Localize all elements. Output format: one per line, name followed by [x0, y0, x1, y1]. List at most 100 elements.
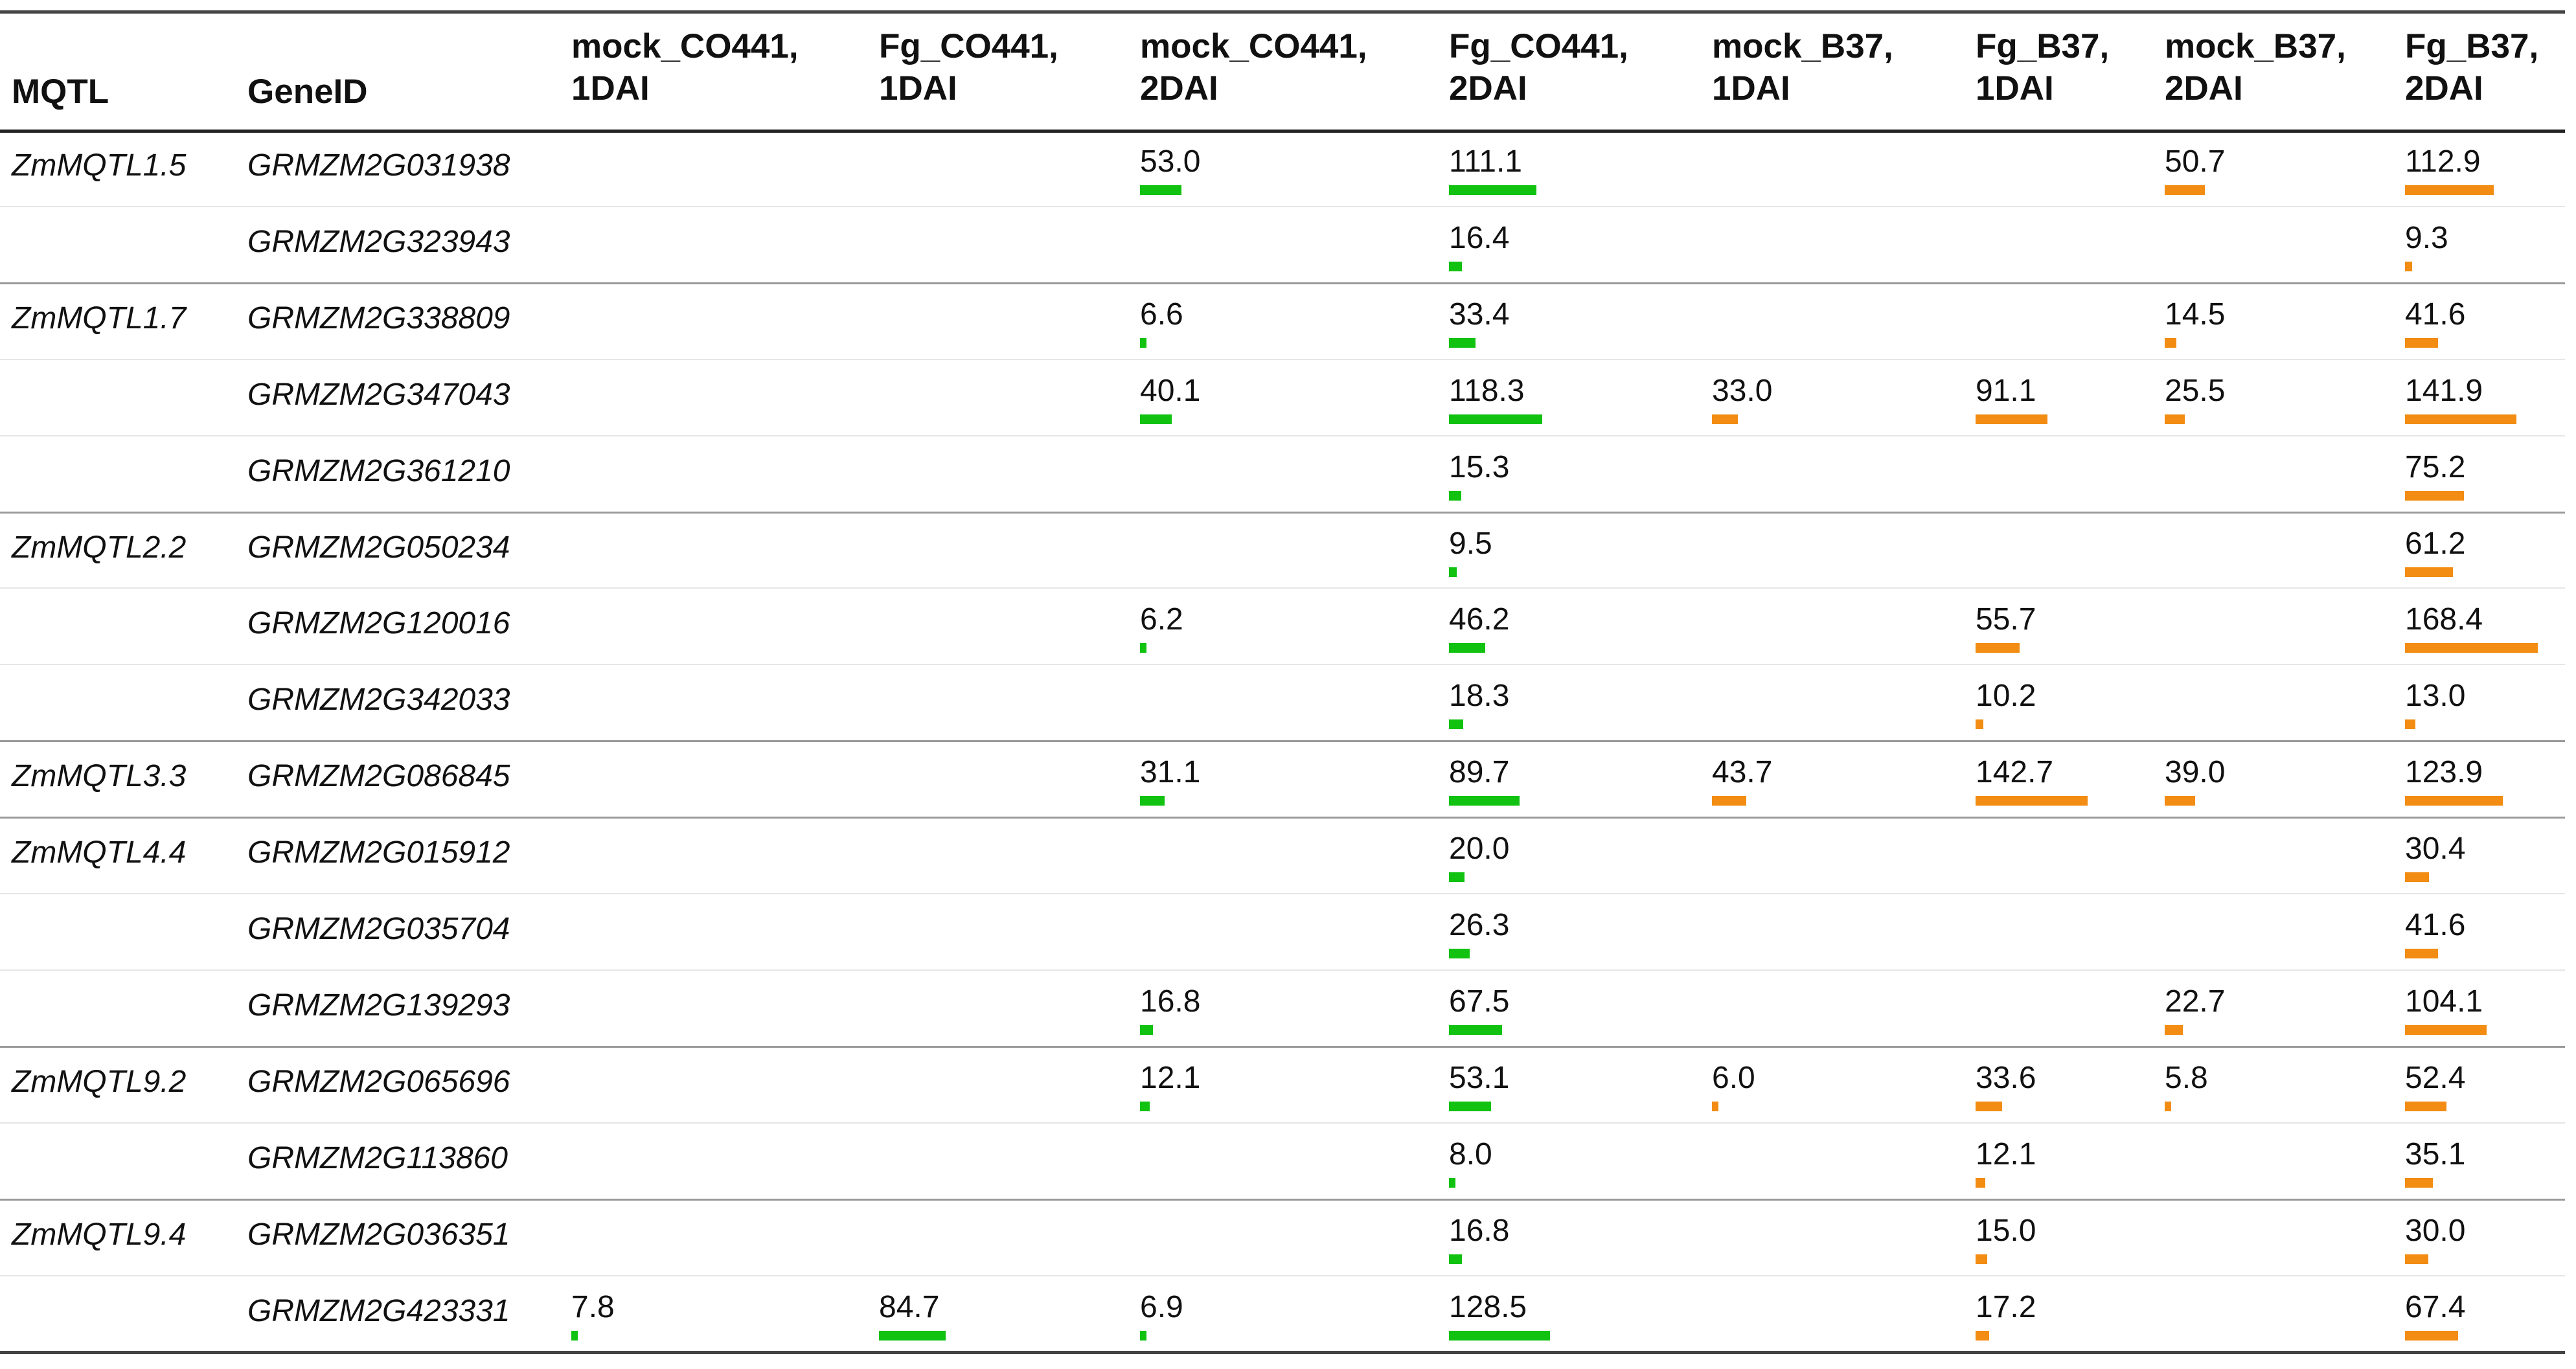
value-bar [1140, 1024, 1154, 1035]
value-label: 91.1 [1976, 373, 2036, 408]
mqtl-cell: ZmMQTL9.2 [12, 1064, 187, 1099]
value-label: 16.8 [1140, 984, 1201, 1019]
value-bar [1140, 796, 1165, 806]
value-bar [1976, 719, 1984, 730]
value-label: 40.1 [1140, 373, 1201, 408]
gene-id-cell: GRMZM2G120016 [247, 606, 510, 641]
gene-id-cell: GRMZM2G423331 [247, 1293, 510, 1328]
column-header: 2DAI [2405, 69, 2483, 107]
value-bar [2405, 1254, 2429, 1264]
value-bar [2405, 261, 2413, 271]
column-header: MQTL [12, 73, 109, 111]
value-label: 22.7 [2165, 984, 2226, 1019]
column-header: 1DAI [1976, 69, 2054, 107]
column-header: GeneID [247, 73, 368, 111]
value-bar [1140, 414, 1172, 424]
value-bar [2405, 1330, 2458, 1341]
value-bar [1976, 643, 2020, 653]
gene-id-cell: GRMZM2G065696 [247, 1064, 510, 1099]
value-label: 33.4 [1449, 297, 1510, 332]
value-bar [1449, 261, 1462, 271]
value-bar [2405, 337, 2438, 348]
row-divider [0, 664, 2565, 666]
row-divider [0, 893, 2565, 894]
gene-id-cell: GRMZM2G031938 [247, 148, 510, 183]
value-bar [1449, 872, 1465, 883]
value-bar [2405, 719, 2415, 730]
group-divider [0, 1045, 2565, 1048]
value-label: 17.2 [1976, 1289, 2036, 1324]
value-bar [2165, 185, 2205, 195]
gene-id-cell: GRMZM2G036351 [247, 1217, 510, 1252]
value-label: 6.0 [1712, 1060, 1755, 1095]
gene-id-cell: GRMZM2G342033 [247, 683, 510, 718]
value-bar [2165, 337, 2176, 348]
column-header: Fg_B37, [1976, 27, 2110, 65]
value-label: 35.1 [2405, 1137, 2466, 1171]
mqtl-cell: ZmMQTL1.7 [12, 300, 187, 335]
value-bar [1140, 185, 1182, 195]
value-label: 84.7 [879, 1289, 940, 1324]
value-label: 41.6 [2405, 908, 2466, 942]
value-label: 26.3 [1449, 908, 1510, 942]
row-divider [0, 1274, 2565, 1276]
value-bar [1449, 949, 1470, 958]
row-divider [0, 205, 2565, 207]
value-label: 46.2 [1449, 602, 1510, 637]
value-bar [2405, 643, 2538, 653]
mqtl-cell: ZmMQTL4.4 [12, 835, 187, 870]
gene-id-cell: GRMZM2G113860 [247, 1140, 508, 1175]
value-bar [2405, 1024, 2487, 1035]
column-header: 1DAI [571, 69, 650, 107]
row-divider [0, 435, 2565, 436]
value-label: 6.2 [1140, 602, 1183, 637]
value-bar [1449, 796, 1520, 806]
group-divider [0, 511, 2565, 514]
group-divider [0, 817, 2565, 819]
value-label: 9.3 [2405, 220, 2448, 255]
header-rule [0, 130, 2565, 133]
value-bar [1449, 185, 1536, 195]
value-label: 61.2 [2405, 526, 2466, 561]
value-bar [2165, 414, 2185, 424]
value-bar [1140, 643, 1146, 653]
gene-id-cell: GRMZM2G015912 [247, 835, 510, 870]
value-bar [2405, 949, 2438, 958]
value-label: 20.0 [1449, 832, 1510, 866]
mqtl-cell: ZmMQTL1.5 [12, 148, 187, 183]
value-label: 31.1 [1140, 755, 1201, 790]
value-bar [2405, 490, 2465, 501]
value-label: 30.4 [2405, 832, 2466, 866]
value-label: 39.0 [2165, 755, 2226, 790]
gene-id-cell: GRMZM2G338809 [247, 300, 510, 335]
row-divider [0, 358, 2565, 360]
value-bar [1449, 643, 1486, 653]
value-bar [1712, 796, 1747, 806]
value-bar [2405, 872, 2429, 883]
value-label: 118.3 [1449, 373, 1525, 408]
row-divider [0, 587, 2565, 589]
value-label: 53.0 [1140, 144, 1201, 179]
column-header: Fg_CO441, [879, 27, 1058, 65]
value-label: 67.5 [1449, 984, 1510, 1019]
gene-id-cell: GRMZM2G050234 [247, 530, 510, 565]
value-label: 18.3 [1449, 679, 1510, 714]
value-bar [2165, 796, 2196, 806]
value-label: 15.3 [1449, 449, 1510, 484]
value-label: 168.4 [2405, 602, 2483, 637]
gene-id-cell: GRMZM2G323943 [247, 224, 510, 259]
value-label: 43.7 [1712, 755, 1773, 790]
group-divider [0, 1198, 2565, 1201]
value-label: 6.6 [1140, 297, 1183, 332]
gene-id-cell: GRMZM2G086845 [247, 759, 510, 794]
value-bar [1976, 1330, 1989, 1341]
value-bar [1712, 414, 1738, 424]
column-header: mock_B37, [2165, 27, 2346, 65]
column-header: 2DAI [1140, 69, 1218, 107]
value-bar [1449, 1177, 1455, 1188]
value-bar [1449, 414, 1542, 424]
value-label: 52.4 [2405, 1060, 2466, 1095]
value-bar [2405, 796, 2503, 806]
column-header: mock_CO441, [571, 27, 799, 65]
column-header: 2DAI [1449, 69, 1527, 107]
